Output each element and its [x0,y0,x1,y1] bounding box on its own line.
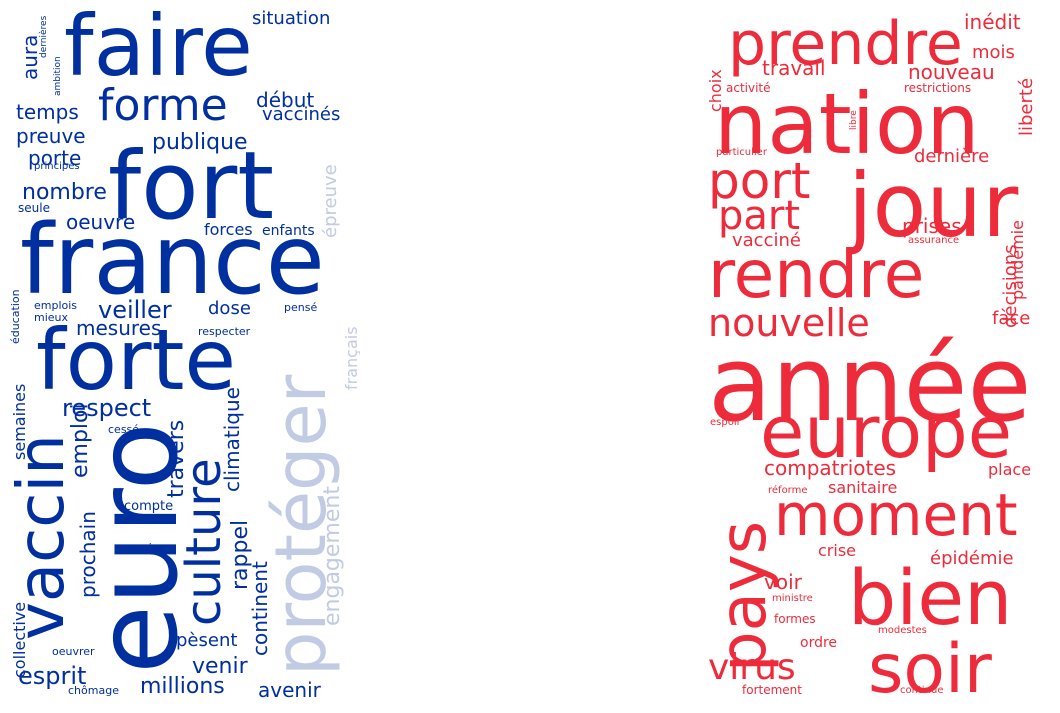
word-liberte: liberté [1016,77,1037,136]
word-formes: formes [774,612,816,626]
word-respecter: respecter [198,325,251,338]
word-soir: soir [868,630,992,709]
word-fort: fort [108,132,275,241]
word-millions: millions [140,674,225,699]
word-cloud-left: faire fort france forte forme euro vacci… [0,0,360,713]
word-ministre: ministre [772,593,813,604]
word-ordre: ordre [800,635,838,651]
word-oeuvrer: oeuvrer [52,645,95,658]
word-publique: publique [152,130,248,155]
word-cesse: cessé [108,423,140,436]
word-jour: jour [848,154,1019,257]
word-derniere: dernière [914,146,990,167]
word-cloud-right: prendre nation jour port part rendre nou… [700,0,1060,713]
word-place: place [988,460,1032,479]
word-faire: faire [64,0,253,95]
word-voir: voir [764,570,802,594]
word-mesures: mesures [76,316,162,340]
word-nombre: nombre [22,180,107,205]
word-nouveau: nouveau [908,60,995,84]
word-emplois: emplois [34,299,78,312]
word-prises: prises [902,214,962,238]
word-emploi: emploi [68,403,93,478]
word-reforme: réforme [768,485,808,496]
word-premier: premier [120,541,164,554]
word-restrictions: restrictions [904,81,972,95]
word-europe: europe [760,390,1012,474]
word-epreuve: épreuve [320,164,341,238]
word-venir: venir [192,654,248,679]
word-pesent: pèsent [176,630,238,651]
word-virus: virus [708,647,796,688]
word-forte: forte [36,311,237,409]
word-oeuvre: oeuvre [66,210,136,234]
word-face: face [992,308,1031,329]
word-mieux: mieux [34,311,69,324]
word-veiller: veiller [98,296,172,324]
word-temps: temps [16,100,79,124]
word-prochain: prochain [76,511,100,598]
word-esprit: esprit [18,662,87,690]
word-engagement: engagement [320,486,345,626]
word-vaccines: vaccinés [262,104,341,125]
word-aura: aura [18,34,42,80]
word-assurance: assurance [908,235,960,246]
word-libre: libre [849,110,859,130]
word-particulier: particulier [716,147,767,158]
word-inedit: inédit [964,10,1021,34]
word-continue: continue [900,685,944,696]
word-compte: compte [124,499,174,514]
word-moment: moment [774,481,1018,549]
word-modestes: modestes [878,625,927,636]
word-prendre: prendre [728,9,963,79]
word-porte: porte [28,146,82,170]
word-france: france [20,204,325,316]
word-nouvelle: nouvelle [708,301,870,345]
word-vaccine: vacciné [732,230,801,251]
word-enfants: enfants [262,223,315,239]
word-collective: collective [10,601,29,678]
word-climatique: climatique [220,387,244,492]
word-espoir: espoir [710,417,741,428]
word-semaines: semaines [10,383,29,460]
word-rendre: rendre [708,236,925,313]
word-pense: pensé [284,301,318,314]
word-dernieres: dernières [39,15,49,58]
word-situation: situation [252,8,331,29]
word-compatriotes: compatriotes [764,456,897,480]
word-travail: travail [762,56,826,80]
word-mois: mois [972,42,1015,63]
word-crise: crise [818,541,856,560]
word-education: éducation [9,289,22,344]
word-seule: seule [18,201,50,215]
word-choix: choix [706,69,725,112]
word-forme: forme [98,80,228,131]
word-annee: année [708,323,1032,445]
word-forces: forces [204,220,253,239]
word-principes: principes [34,161,80,172]
word-travers: travers [164,419,189,498]
word-bien: bien [848,553,1013,642]
word-chomage: chômage [68,684,119,697]
word-activite: activité [726,81,771,95]
word-port: port [708,152,811,210]
word-preuve: preuve [16,124,86,148]
word-francais: français [342,326,360,390]
word-nation: nation [714,75,980,173]
word-dose: dose [208,298,251,319]
word-continent: continent [248,561,272,656]
word-debut: début [256,88,315,112]
word-epidemie: épidémie [930,548,1014,569]
word-sanitaire: sanitaire [828,478,898,497]
word-avenir: avenir [258,678,321,702]
word-ambition: ambition [53,56,63,96]
word-fortement: fortement [742,683,802,697]
word-part: part [718,193,801,239]
word-respect: respect [62,394,152,422]
